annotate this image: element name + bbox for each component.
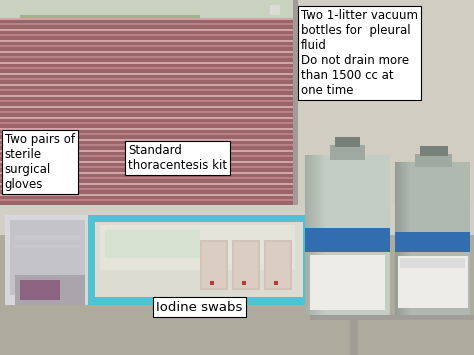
Text: Standard
thoracentesis kit: Standard thoracentesis kit xyxy=(128,144,227,172)
Text: Two 1-litter vacuum
bottles for  pleural
fluid
Do not drain more
than 1500 cc at: Two 1-litter vacuum bottles for pleural … xyxy=(301,9,418,97)
Text: Iodine swabs: Iodine swabs xyxy=(156,301,242,313)
Text: Two pairs of
sterile
surgical
gloves: Two pairs of sterile surgical gloves xyxy=(5,133,75,191)
